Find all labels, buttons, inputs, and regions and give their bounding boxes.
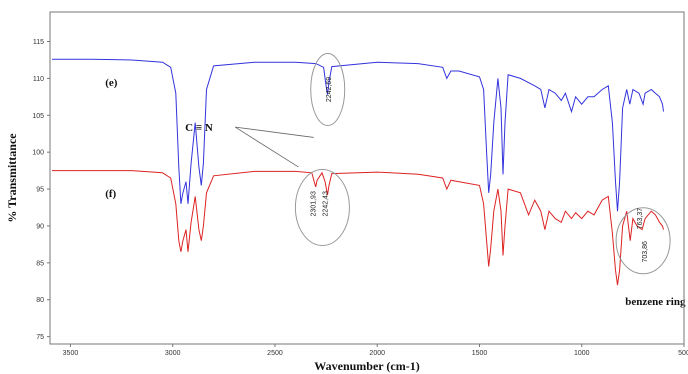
y-tick-label: 85 <box>36 260 44 267</box>
series-line-f <box>52 170 664 286</box>
benzene-ring-annotation: benzene ring <box>625 296 686 308</box>
y-tick-label: 75 <box>36 334 44 341</box>
plot-frame <box>49 11 685 345</box>
x-axis-title: Wavenumber (cm-1) <box>314 359 419 373</box>
peak-label: 2301,93 <box>311 191 318 216</box>
y-tick-label: 90 <box>36 223 44 230</box>
series-label: (e) <box>105 77 118 89</box>
bond-annotation: C ≡ N <box>185 122 213 134</box>
x-tick-label: 1000 <box>574 350 590 357</box>
peak-label: 763,37 <box>637 208 644 230</box>
spectrum-lines: (e) (f) <box>52 58 664 286</box>
x-tick-label: 2500 <box>267 350 283 357</box>
peak-label: 2242,69 <box>326 77 333 102</box>
bond-connector <box>235 126 314 138</box>
y-tick-label: 115 <box>33 39 44 46</box>
bond-connector <box>234 126 299 168</box>
y-tick-label: 95 <box>36 187 44 194</box>
series-label: (f) <box>105 188 116 200</box>
y-axis-ticks: 75 80 85 90 95 100 105 110 115 <box>32 39 50 341</box>
x-tick-label: 2000 <box>369 350 385 357</box>
y-tick-label: 100 <box>32 150 44 157</box>
y-tick-label: 105 <box>32 113 44 120</box>
y-tick-label: 80 <box>36 297 44 304</box>
y-tick-label: 110 <box>33 76 44 83</box>
x-tick-label: 1500 <box>472 350 488 357</box>
x-tick-label: 3000 <box>165 350 181 357</box>
peak-circle <box>615 207 671 275</box>
y-axis-title: % Transmittance <box>5 133 19 223</box>
x-axis-ticks: 3500 3000 2500 2000 1500 1000 500 <box>63 344 688 357</box>
peak-circle <box>310 52 346 126</box>
x-tick-label: 500 <box>678 350 688 357</box>
peak-circle <box>294 169 350 247</box>
annotation-layer: C ≡ N 2242,69 2301,93 2242,43 763,37 703,86 be… <box>185 52 686 308</box>
peak-label: 2242,43 <box>323 191 330 216</box>
peak-label: 703,86 <box>642 241 649 263</box>
x-tick-label: 3500 <box>63 350 79 357</box>
series-line-e <box>52 58 664 212</box>
